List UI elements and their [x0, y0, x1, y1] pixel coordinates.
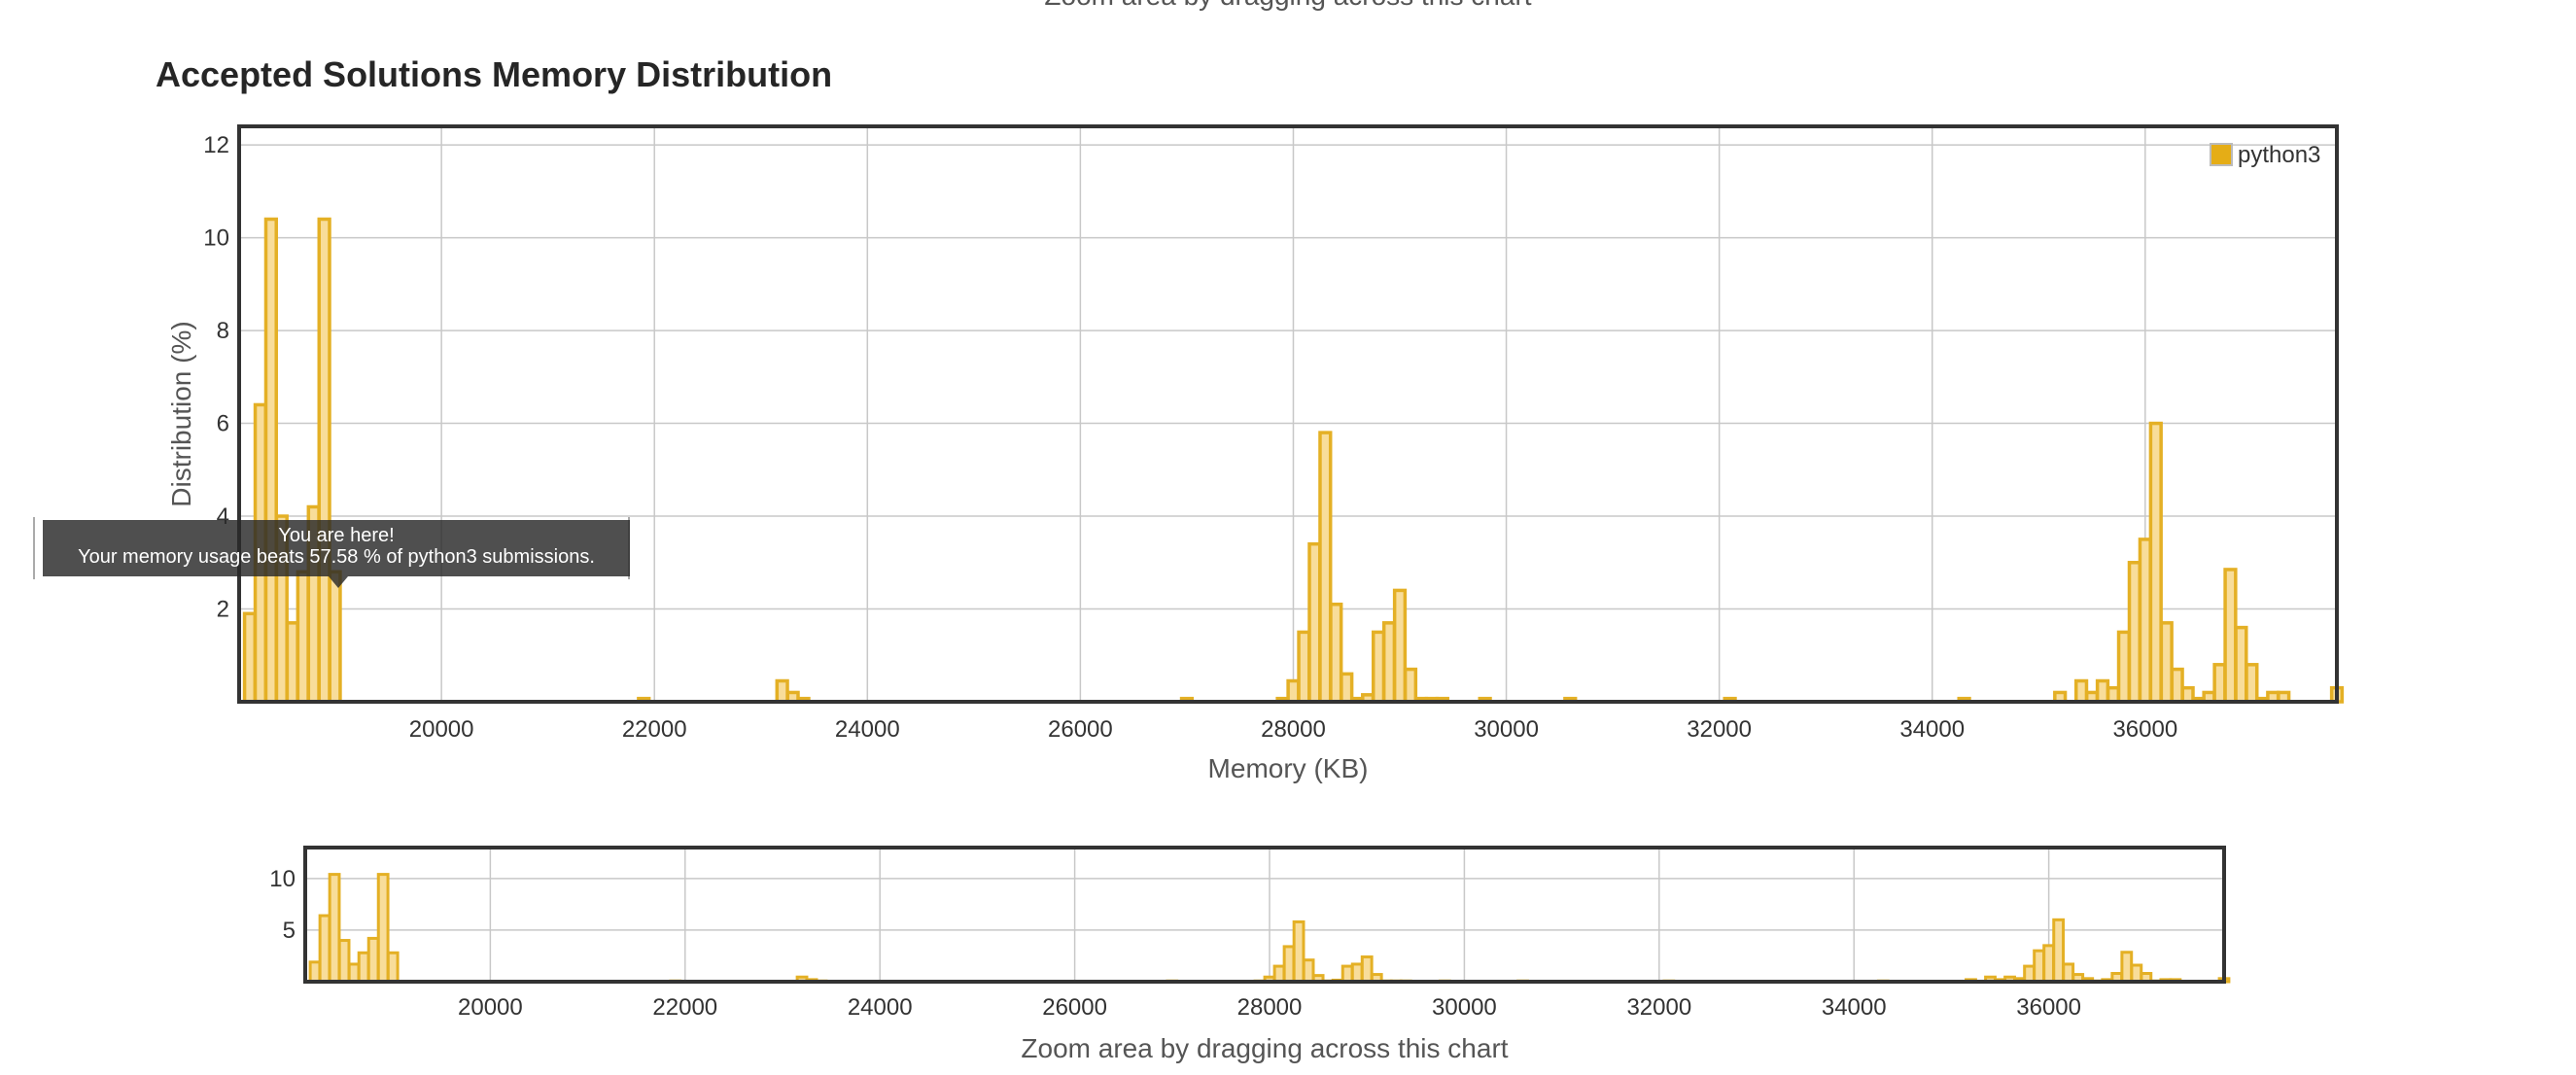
y-tick-label: 5 [283, 918, 296, 944]
x-tick-label: 28000 [1237, 994, 1303, 1021]
x-tick-label: 36000 [2112, 716, 2177, 743]
x-tick-label: 30000 [1474, 716, 1539, 743]
legend-swatch[interactable] [2210, 143, 2233, 166]
histogram-bar[interactable] [347, 962, 361, 984]
histogram-bar[interactable] [357, 951, 370, 984]
y-axis-title: Distribution (%) [166, 321, 196, 506]
y-tick-label: 2 [217, 597, 229, 623]
histogram-bar[interactable] [1350, 962, 1364, 984]
tooltip-pointer [329, 576, 348, 588]
x-tick-label: 26000 [1042, 994, 1107, 1021]
x-tick-label: 22000 [652, 994, 717, 1021]
plot-frame [303, 846, 2226, 984]
histogram-bar[interactable] [318, 914, 331, 984]
x-tick-label: 32000 [1626, 994, 1691, 1021]
y-tick-label: 10 [269, 866, 296, 892]
you-are-here-tooltip: You are here! Your memory usage beats 57… [43, 520, 630, 576]
x-tick-label: 36000 [2016, 994, 2081, 1021]
histogram-bar[interactable] [2130, 963, 2143, 984]
histogram-bar[interactable] [337, 939, 351, 984]
histogram-bar[interactable] [386, 951, 400, 984]
histogram-bar[interactable] [366, 936, 380, 984]
histogram-bar[interactable] [376, 873, 390, 984]
x-axis-title: Memory (KB) [1208, 753, 1369, 783]
histogram-bar[interactable] [1302, 958, 1315, 984]
x-tick-label: 24000 [848, 994, 913, 1021]
histogram-bar[interactable] [308, 960, 322, 984]
x-tick-label: 22000 [622, 716, 687, 743]
legend-label[interactable]: python3 [2238, 142, 2320, 168]
histogram-bar[interactable] [1272, 964, 1286, 984]
histogram-bar[interactable] [2120, 951, 2134, 984]
x-tick-label: 34000 [1899, 716, 1965, 743]
x-tick-label: 28000 [1261, 716, 1326, 743]
histogram-bar[interactable] [328, 873, 341, 984]
x-tick-label: 34000 [1822, 994, 1887, 1021]
tooltip-line-2: Your memory usage beats 57.58 % of pytho… [78, 546, 595, 568]
histogram-bar[interactable] [1282, 945, 1296, 984]
previous-chart-caption: Zoom area by dragging across this chart [0, 0, 2576, 12]
y-tick-label: 10 [203, 225, 229, 252]
section-title: Accepted Solutions Memory Distribution [156, 54, 833, 94]
y-tick-label: 12 [203, 132, 229, 158]
y-tick-label: 6 [217, 411, 229, 437]
x-tick-label: 26000 [1048, 716, 1113, 743]
x-tick-label: 24000 [835, 716, 900, 743]
histogram-bar[interactable] [2062, 962, 2075, 984]
histogram-bar[interactable] [1340, 964, 1354, 984]
x-tick-label: 32000 [1687, 716, 1752, 743]
x-tick-label: 20000 [409, 716, 474, 743]
x-tick-label: 30000 [1432, 994, 1497, 1021]
histogram-bar[interactable] [2042, 944, 2056, 984]
histogram-bar[interactable] [1292, 919, 1305, 984]
plot-frame [237, 124, 2339, 704]
x-tick-label: 20000 [458, 994, 523, 1021]
histogram-bar[interactable] [1360, 955, 1374, 984]
y-tick-label: 8 [217, 318, 229, 344]
x-axis-title: Zoom area by dragging across this chart [1021, 1033, 1508, 1063]
histogram-bar[interactable] [2033, 949, 2046, 984]
tooltip-line-1: You are here! [278, 525, 395, 546]
histogram-bar[interactable] [2023, 964, 2036, 984]
histogram-bar[interactable] [2052, 918, 2066, 984]
